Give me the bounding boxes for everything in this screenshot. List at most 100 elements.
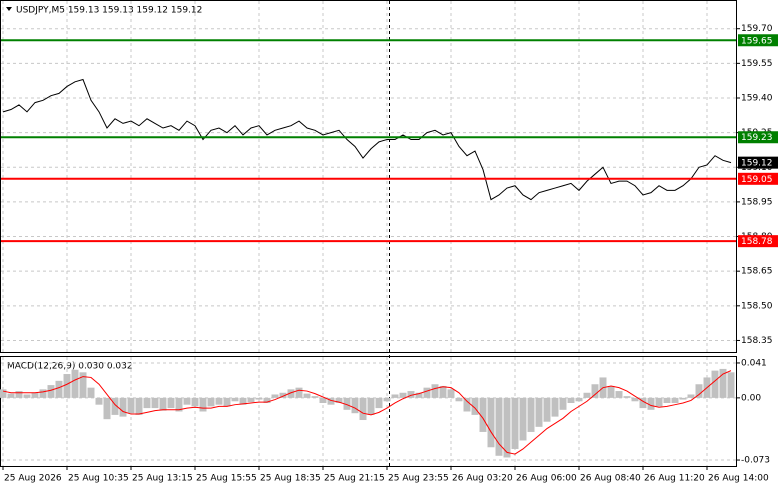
histogram-bar [591, 384, 599, 398]
histogram-bar [359, 397, 367, 421]
x-tick-label: 25 Aug 21:15 [324, 474, 385, 484]
level-label: 159.65 [741, 36, 773, 46]
series-line [2, 78, 732, 201]
histogram-bar [615, 391, 623, 398]
level-label-box [738, 131, 778, 144]
histogram-bar [271, 394, 279, 398]
histogram-bar [583, 392, 591, 398]
histogram-bar [503, 397, 511, 458]
x-tick-label: 26 Aug 08:40 [580, 474, 641, 484]
macd-pane [0, 356, 737, 467]
histogram-bar [151, 397, 159, 409]
x-tick-label: 25 Aug 2026 [4, 474, 62, 484]
level-label-box [738, 235, 778, 248]
histogram-bar [479, 397, 487, 432]
current-price-box [738, 156, 778, 169]
histogram-bar [191, 397, 199, 407]
histogram-bar [487, 397, 495, 448]
level-label: 158.78 [741, 237, 773, 247]
x-tick-label: 26 Aug 06:00 [516, 474, 577, 484]
level-label-box [738, 34, 778, 47]
histogram-bar [415, 392, 423, 398]
histogram-bar [623, 396, 631, 398]
y-tick-label: 159.70 [741, 24, 773, 34]
histogram-bar [447, 389, 455, 398]
histogram-bar [135, 397, 143, 415]
histogram-bar [575, 397, 583, 402]
level-label-box [738, 172, 778, 185]
histogram-bar [311, 396, 319, 398]
histogram-bar [439, 385, 447, 398]
histogram-bar [535, 397, 543, 427]
histogram-bar [199, 397, 207, 412]
histogram-bar [455, 397, 463, 402]
x-tick-label: 25 Aug 15:55 [196, 474, 257, 484]
histogram-bar [559, 397, 567, 410]
histogram-bar [711, 370, 719, 398]
histogram-bar [471, 397, 479, 415]
histogram-bar [39, 389, 47, 398]
histogram-bar [111, 397, 119, 415]
histogram-bar [391, 394, 399, 398]
histogram-bar [223, 397, 231, 407]
histogram-bar [159, 397, 167, 411]
histogram-bar [511, 397, 519, 449]
y-tick-label: 0.041 [741, 358, 767, 368]
histogram-bar [215, 397, 223, 405]
histogram-bar [143, 397, 151, 409]
histogram-bar [231, 397, 239, 402]
x-tick-label: 26 Aug 11:20 [644, 474, 705, 484]
y-tick-label: 0.00 [741, 393, 761, 403]
histogram-bar [663, 397, 671, 403]
histogram-bar [695, 384, 703, 398]
histogram-bar [183, 397, 191, 405]
histogram-bar [527, 397, 535, 432]
histogram-bar [103, 397, 111, 420]
histogram-bar [0, 389, 7, 398]
y-tick-label: 159.40 [741, 93, 773, 103]
histogram-bar [543, 397, 551, 422]
histogram-bar [327, 397, 335, 405]
histogram-bar [567, 397, 575, 403]
menu-arrow[interactable] [6, 7, 12, 11]
histogram-bar [127, 397, 135, 414]
y-tick-label: 158.35 [741, 336, 773, 346]
histogram-bar [279, 392, 287, 398]
histogram-bar [7, 393, 15, 398]
histogram-bar [87, 387, 95, 398]
histogram-bar [399, 392, 407, 398]
x-tick-label: 25 Aug 18:35 [260, 474, 321, 484]
histogram-bar [63, 374, 71, 398]
histogram-bar [207, 397, 215, 407]
histogram-bar [79, 372, 87, 398]
level-label: 159.23 [741, 133, 773, 143]
current-price-label: 159.12 [741, 159, 773, 169]
chart-title: USDJPY,M5 159.13 159.13 159.12 159.12 [16, 6, 202, 16]
histogram-bar [679, 397, 687, 400]
histogram-bar [335, 397, 343, 403]
histogram-bar [47, 385, 55, 398]
histogram-bar [367, 397, 375, 415]
y-tick-label: 158.50 [741, 301, 773, 311]
histogram-bar [303, 393, 311, 398]
y-tick-label: 159.55 [741, 59, 773, 69]
histogram-bar [647, 397, 655, 410]
x-tick-label: 25 Aug 23:55 [388, 474, 449, 484]
histogram-bar [343, 397, 351, 410]
histogram-bar [319, 397, 327, 403]
histogram-bar [431, 384, 439, 398]
histogram-bar [551, 397, 559, 417]
histogram-bar [263, 397, 271, 403]
histogram-bar [519, 397, 527, 441]
histogram-bar [119, 397, 127, 417]
x-tick-label: 26 Aug 14:00 [708, 474, 769, 484]
histogram-bar [463, 397, 471, 412]
histogram-bar [295, 387, 303, 398]
histogram-bar [175, 397, 183, 412]
histogram-bar [31, 392, 39, 398]
x-tick-label: 25 Aug 13:15 [132, 474, 193, 484]
histogram-bar [287, 389, 295, 398]
x-tick-label: 26 Aug 03:20 [452, 474, 513, 484]
